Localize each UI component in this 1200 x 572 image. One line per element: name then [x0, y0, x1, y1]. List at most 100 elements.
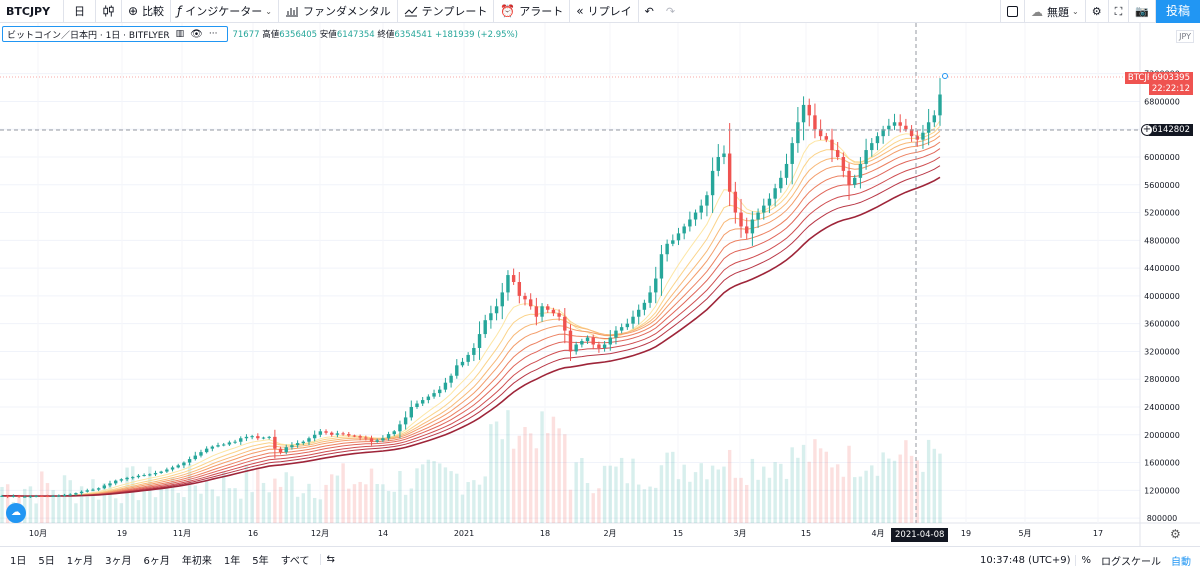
candle-body	[244, 436, 249, 439]
symbol-search-button[interactable]: BTCJPY	[0, 0, 64, 23]
range-button[interactable]: 5日	[38, 556, 55, 567]
candle-body	[705, 195, 709, 206]
fullscreen-toggle-button[interactable]	[1000, 0, 1025, 23]
range-button[interactable]: すべて	[280, 556, 310, 567]
range-button[interactable]: 6ヶ月	[143, 556, 170, 567]
price-tick-label: 4400000	[1144, 264, 1180, 273]
candle-body	[671, 240, 675, 244]
snapshot-button[interactable]: 📷	[1129, 0, 1156, 23]
lock-icon[interactable]: ▥	[175, 29, 185, 39]
time-tick-label: 17	[1093, 529, 1103, 538]
candle-body	[210, 446, 215, 449]
volume-bar	[347, 488, 351, 523]
range-button[interactable]: 1日	[10, 556, 27, 567]
auto-scale-toggle[interactable]: 自動	[1171, 556, 1191, 568]
goto-date-button[interactable]: ⇆	[319, 554, 341, 565]
volume-bar	[204, 480, 209, 523]
time-tick-label: 2月	[603, 529, 616, 538]
templates-button[interactable]: テンプレート	[398, 0, 495, 23]
candle-body	[483, 320, 487, 335]
volume-bar	[591, 493, 595, 523]
percent-toggle[interactable]: %	[1075, 554, 1096, 566]
layout-button[interactable]: ☁ 無題 ⌄	[1025, 0, 1086, 23]
range-buttons: 1日 5日 1ヶ月 3ヶ月 6ヶ月 年初来 1年 5年 すべて	[0, 552, 316, 567]
add-alert-icon[interactable]: +	[1141, 124, 1153, 136]
volume-bar	[443, 467, 448, 523]
volume-bar	[295, 496, 300, 523]
candle-body	[813, 115, 817, 130]
candle-body	[733, 191, 738, 213]
fullscreen-button[interactable]: ⛶	[1109, 0, 1130, 23]
fundamentals-button[interactable]: ファンダメンタル	[279, 0, 398, 23]
calendar-icon: ⇆	[326, 554, 335, 565]
volume-bar	[614, 466, 618, 523]
candle-body	[642, 302, 647, 310]
candle-body	[301, 441, 306, 444]
legend-title: ビットコイン／日本円 · 1日 · BITFLYER	[7, 30, 170, 41]
volume-bar	[28, 486, 33, 523]
interval-button[interactable]: 日	[64, 0, 96, 23]
candle-body	[898, 122, 902, 126]
ma-ribbon-line	[2, 141, 941, 497]
ma-ribbon-line	[1, 120, 941, 497]
gear-icon: ⚙	[1091, 5, 1102, 18]
undo-button[interactable]: ↶	[639, 0, 660, 23]
candle-body	[420, 400, 425, 404]
candle-body	[619, 327, 624, 331]
post-button[interactable]: 投稿	[1155, 0, 1200, 23]
alarm-clock-icon: ⏰	[500, 4, 516, 18]
candle-body	[256, 436, 260, 439]
volume-bar	[597, 488, 601, 523]
price-chart[interactable]: 7200000680000064000006000000560000052000…	[0, 23, 1200, 546]
candle-body	[904, 125, 908, 130]
eye-icon[interactable]: 👁	[190, 28, 203, 40]
axis-settings-icon[interactable]: ⚙	[1170, 527, 1181, 541]
volume-bar	[432, 461, 436, 523]
clock[interactable]: 10:37:48 (UTC+9)	[980, 554, 1071, 566]
candle-body	[858, 163, 863, 178]
volume-bar	[494, 421, 499, 523]
volume-bar	[870, 465, 874, 523]
volume-bar	[642, 489, 647, 523]
redo-button[interactable]: ↷	[660, 0, 681, 23]
range-button[interactable]: 5年	[252, 556, 269, 567]
candle-body	[352, 435, 357, 437]
candle-body	[875, 136, 880, 144]
candle-body	[932, 115, 937, 123]
candle-body	[250, 436, 254, 438]
price-tick-label: 800000	[1147, 514, 1178, 523]
candle-body	[693, 212, 698, 220]
more-icon[interactable]: ···	[208, 29, 218, 39]
range-button[interactable]: 1年	[223, 556, 241, 567]
replay-button[interactable]: « リプレイ	[570, 0, 639, 23]
volume-bar	[352, 484, 357, 523]
compare-button[interactable]: ⊕ 比較	[122, 0, 172, 23]
time-tick-label: 19	[961, 529, 971, 538]
log-scale-toggle[interactable]: ログスケール	[1101, 556, 1161, 568]
range-button[interactable]: 1ヶ月	[66, 556, 94, 567]
settings-button[interactable]: ⚙	[1086, 0, 1109, 23]
candle-body	[909, 129, 914, 137]
cloud-icon: ☁	[1031, 4, 1043, 19]
candle-body	[460, 361, 465, 366]
volume-bar	[455, 473, 459, 523]
time-tick-label: 10月	[29, 529, 47, 538]
ma-ribbon-line	[1, 130, 941, 497]
indicators-button[interactable]: ƒ インジケーター ⌄	[171, 0, 279, 23]
candle-body	[727, 153, 732, 192]
volume-bar	[222, 471, 226, 523]
symbol-legend[interactable]: ビットコイン／日本円 · 1日 · BITFLYER ▥ 👁 ···	[2, 26, 229, 42]
range-button[interactable]: 年初来	[181, 556, 212, 567]
undo-icon: ↶	[644, 4, 654, 18]
range-button[interactable]: 3ヶ月	[105, 556, 132, 567]
alert-button[interactable]: ⏰ アラート	[494, 0, 571, 23]
candle-body	[28, 496, 33, 498]
volume-bar	[330, 474, 334, 523]
chart-style-button[interactable]	[96, 0, 122, 23]
last-price-value: 6903395	[1149, 72, 1193, 84]
volume-bar	[267, 492, 271, 523]
volume-bar	[909, 455, 914, 523]
candle-body	[568, 330, 573, 352]
candle-body	[625, 323, 630, 328]
candle-body	[762, 205, 766, 213]
